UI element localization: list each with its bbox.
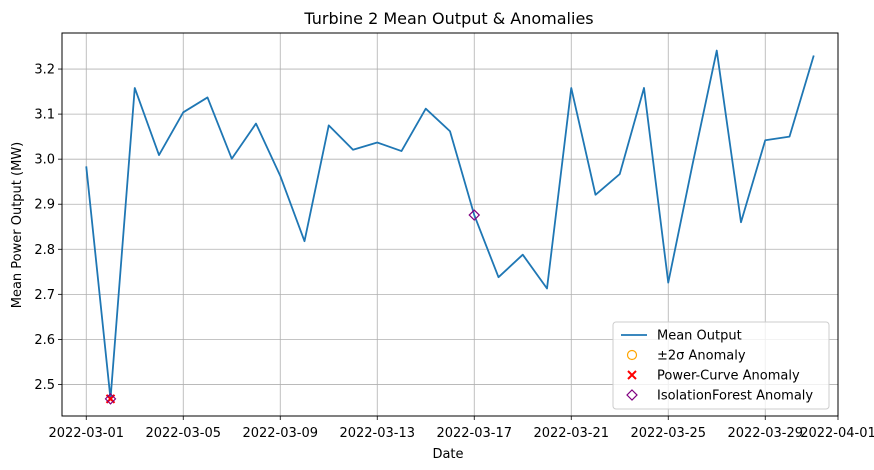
x-tick-label: 2022-03-17 — [436, 426, 512, 441]
x-tick-label: 2022-03-01 — [48, 426, 124, 441]
legend-swatch-marker — [626, 349, 638, 361]
legend-label: Mean Output — [657, 329, 742, 344]
x-tick-label: 2022-03-21 — [533, 426, 609, 441]
legend-swatch-marker — [626, 389, 638, 401]
y-tick-label: 2.9 — [34, 198, 55, 213]
x-tick-label: 2022-03-09 — [242, 426, 318, 441]
legend-swatch-marker — [627, 370, 637, 380]
series-layer — [85, 49, 815, 405]
y-tick-label: 3.1 — [34, 108, 55, 123]
y-tick-label: 2.5 — [34, 378, 55, 393]
y-tick-label: 2.7 — [34, 288, 55, 303]
y-tick-label: 3.2 — [34, 63, 55, 78]
y-tick-label: 2.6 — [34, 333, 55, 348]
y-axis-title: Mean Power Output (MW) — [10, 142, 25, 309]
x-tick-label: 2022-03-25 — [630, 426, 706, 441]
series-line-mean-output — [85, 49, 815, 400]
legend-label: ±2σ Anomaly — [657, 349, 746, 364]
y-tick-label: 2.8 — [34, 243, 55, 258]
legend-label: IsolationForest Anomaly — [657, 389, 813, 404]
anomaly-marker-hollow-diamond — [104, 393, 117, 405]
anomaly-marker-hollow-diamond — [468, 209, 481, 221]
legend-box — [612, 321, 830, 410]
plot-frame — [61, 32, 839, 417]
y-tick-label: 3.0 — [34, 153, 55, 168]
x-tick-label: 2022-03-29 — [727, 426, 803, 441]
x-axis-title: Date — [432, 447, 463, 462]
legend: Mean Output ±2σ Anomaly Power-Curve Anomal… — [612, 321, 830, 410]
legend-label: Power-Curve Anomaly — [657, 369, 800, 384]
x-tick-label: 2022-03-13 — [339, 426, 415, 441]
ticks-layer: 2022-03-01 2022-03-05 2022-03-09 2022-03-13… — [34, 63, 874, 441]
chart-title: Turbine 2 Mean Output & Anomalies — [303, 9, 593, 28]
x-tick-label: 2022-04-01 — [800, 426, 874, 441]
x-tick-label: 2022-03-05 — [145, 426, 221, 441]
